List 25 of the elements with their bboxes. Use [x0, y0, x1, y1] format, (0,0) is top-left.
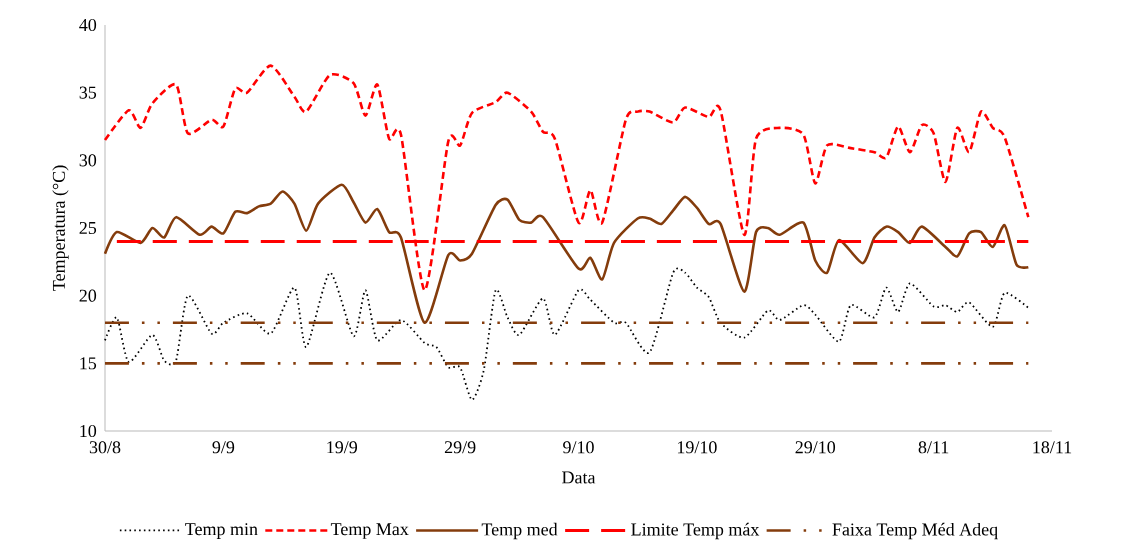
legend-label: Temp Max: [330, 523, 409, 539]
legend-label: Temp med: [481, 522, 558, 540]
y-tick-label: 40: [79, 18, 97, 32]
legend-label: Limite Temp máx: [631, 522, 760, 540]
line-series: [103, 183, 1030, 325]
y-tick-label: 35: [79, 86, 97, 99]
x-tick-label: 9/9: [212, 441, 235, 454]
x-tick-label: 30/8: [89, 441, 121, 454]
line-series: [103, 64, 1030, 292]
legend-label: Faixa Temp Méd Adeq: [832, 522, 998, 540]
y-tick-label: 30: [79, 154, 97, 167]
y-tick-label: 10: [80, 424, 97, 438]
y-axis-title: Temperatura (°C): [52, 165, 69, 291]
x-tick-label: 19/10: [677, 441, 717, 454]
y-tick-label: 15: [80, 357, 97, 370]
legend-label: Temp min: [185, 523, 258, 539]
x-tick-label: 29/10: [795, 441, 836, 454]
x-tick-label: 29/9: [444, 441, 476, 454]
x-axis-title: Data: [562, 471, 596, 484]
x-tick-label: 19/9: [327, 441, 358, 454]
x-tick-label: 8/11: [918, 441, 949, 454]
y-tick-label: 20: [79, 289, 97, 302]
x-tick-label: 9/10: [563, 441, 594, 454]
y-tick-label: 25: [79, 221, 97, 235]
x-tick-label: 18/11: [1033, 441, 1072, 454]
